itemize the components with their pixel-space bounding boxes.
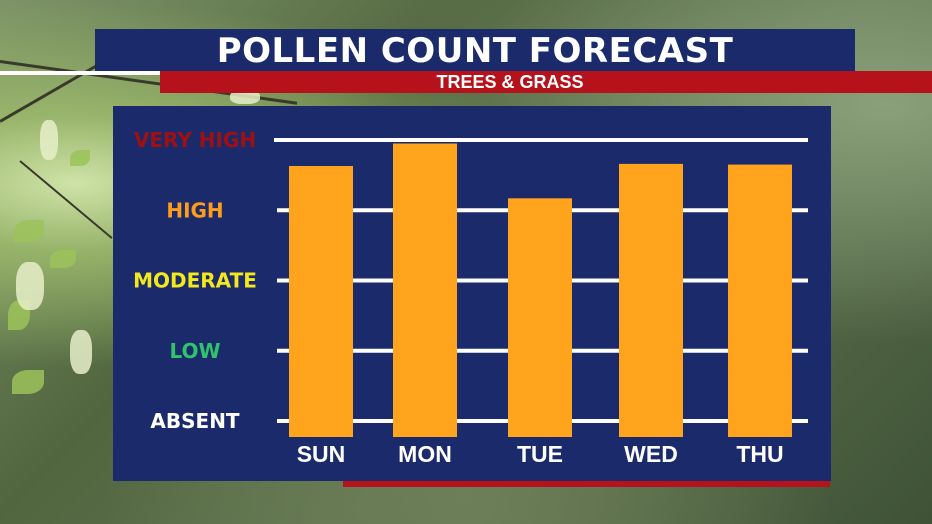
day-label-sun: SUN xyxy=(297,441,346,467)
subtitle-bar: TREES & GRASS xyxy=(160,71,932,93)
level-label-moderate: MODERATE xyxy=(133,269,257,293)
day-label-wed: WED xyxy=(624,441,678,467)
chart-panel xyxy=(113,106,831,481)
page-title: POLLEN COUNT FORECAST xyxy=(95,29,855,71)
bottom-accent-strip xyxy=(343,481,830,487)
level-label-high: HIGH xyxy=(166,198,223,222)
header-white-rule xyxy=(0,71,160,75)
day-label-thu: THU xyxy=(736,441,783,467)
bar-tue xyxy=(508,198,572,437)
day-label-tue: TUE xyxy=(517,441,563,467)
day-label-mon: MON xyxy=(398,441,452,467)
level-label-absent: ABSENT xyxy=(150,409,240,433)
bar-wed xyxy=(619,163,683,437)
level-label-very-high: VERY HIGH xyxy=(134,128,256,152)
bar-mon xyxy=(393,143,457,437)
bar-thu xyxy=(728,164,792,437)
page-subtitle: TREES & GRASS xyxy=(436,72,584,92)
bar-sun xyxy=(289,165,353,437)
level-label-low: LOW xyxy=(169,339,220,363)
